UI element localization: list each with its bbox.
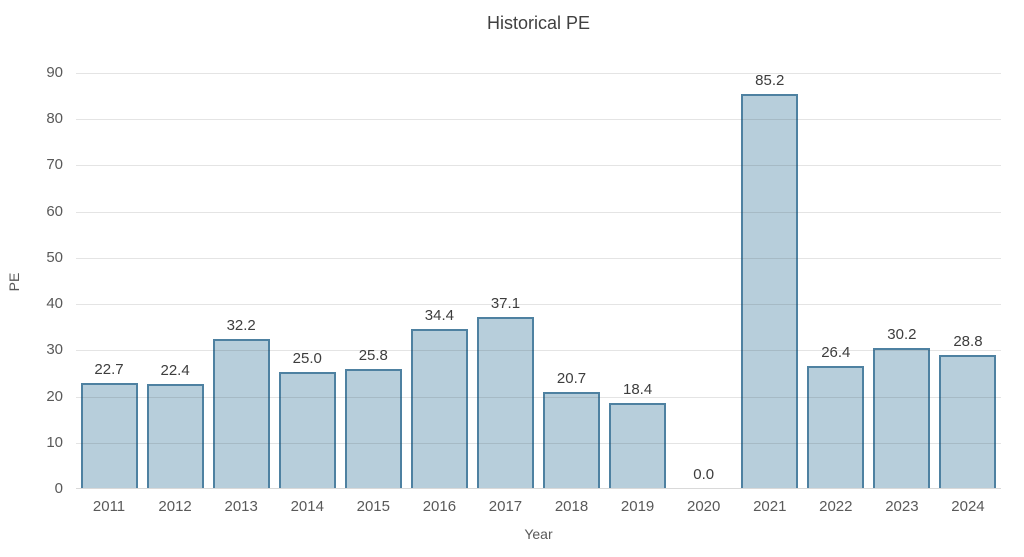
x-axis-title: Year [524,526,553,542]
bar-value-label: 25.0 [292,350,322,367]
bar [146,384,204,488]
x-tick-label: 2011 [92,498,126,515]
bar [873,348,931,488]
y-tick-label: 0 [54,480,63,497]
x-tick-label: 2012 [158,498,192,515]
gridline [76,211,1001,213]
x-tick-label: 2019 [620,498,655,515]
bar [476,317,534,488]
gridline [76,442,1001,444]
chart-title: Historical PE [486,13,591,33]
gridline [76,257,1001,259]
x-tick-label: 2013 [224,498,258,515]
x-tick-label: 2015 [356,498,390,515]
y-tick-label: 40 [46,295,63,313]
bar [212,339,270,488]
bar-value-label: 32.2 [226,317,256,334]
bar-value-label: 26.4 [821,344,851,361]
bar [741,94,799,488]
y-tick-label: 20 [46,387,63,405]
plot-area: 22.7 22.4 32.2 25.0 25.8 34.4 37.1 20.7 18.4 0.0 8… [76,72,1001,489]
x-tick-label: 2024 [951,498,985,515]
gridline [76,396,1001,398]
bar [939,355,997,488]
x-tick-label: 2021 [753,498,787,515]
bar-value-label: 22.7 [94,361,124,378]
bar-value-label: 30.2 [887,326,917,343]
bar [543,392,601,488]
y-tick-label: 50 [46,248,63,266]
bar-value-label: 18.4 [622,381,653,398]
gridline [76,73,1001,74]
gridline [76,350,1001,352]
bar-value-label: 85.2 [755,72,785,89]
x-tick-label: 2014 [290,498,324,515]
y-tick-label: 60 [46,202,63,220]
bar-value-label: 20.7 [556,370,587,387]
bar [410,329,468,488]
gridline [76,165,1001,167]
bar [807,366,865,488]
x-tick-label: 2018 [554,498,589,515]
x-tick-label: 2017 [488,498,523,515]
bar [278,372,336,488]
y-tick-label: 80 [46,110,63,128]
y-tick-label: 70 [46,156,63,174]
bar [344,369,402,488]
y-tick-label: 90 [46,64,63,81]
bar-value-label: 25.8 [358,347,388,364]
y-tick-label: 10 [46,433,63,451]
y-axis-title: PE [6,272,22,292]
bar-value-label: 28.8 [953,333,983,350]
bar-value-label: 0.0 [693,466,715,483]
x-tick-label: 2022 [819,498,853,515]
x-tick-label: 2023 [885,498,919,515]
y-tick-label: 30 [46,341,63,359]
x-tick-label: 2020 [686,498,721,515]
gridline [76,304,1001,306]
bar [609,403,667,488]
bar [80,383,138,488]
gridline [76,119,1001,121]
bar-value-label: 22.4 [160,362,190,379]
bar-value-label: 37.1 [490,295,521,312]
x-tick-label: 2016 [422,498,457,515]
bar-value-label: 34.4 [424,307,454,324]
